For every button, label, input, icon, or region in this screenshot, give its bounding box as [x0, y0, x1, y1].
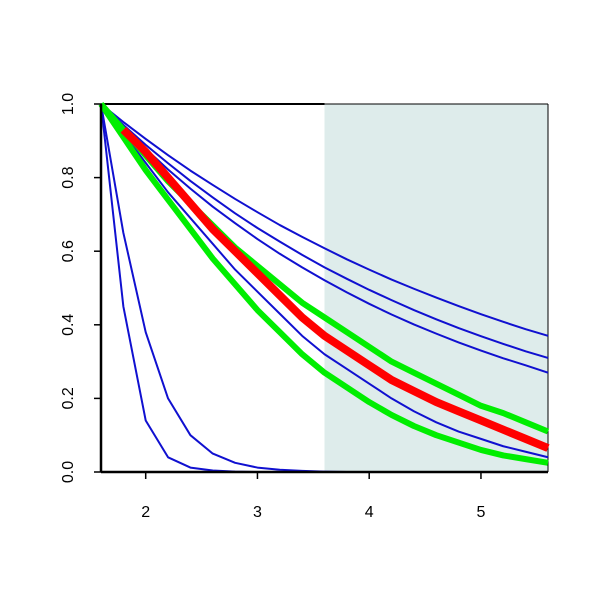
- x-tick-label: 2: [141, 504, 150, 521]
- x-tick-label: 3: [253, 504, 262, 521]
- curve: [100, 103, 549, 337]
- y-tick-label: 0.8: [60, 166, 77, 188]
- x-tick-label: 4: [365, 504, 374, 521]
- curve: [100, 103, 549, 359]
- y-tick-label: 0.4: [60, 314, 77, 336]
- x-tick-label: 5: [476, 504, 485, 521]
- shaded-region: [324, 104, 548, 472]
- y-tick-label: 1.0: [60, 93, 77, 115]
- curve: [100, 103, 549, 374]
- curve: [120, 126, 550, 452]
- y-tick-label: 0.0: [60, 461, 77, 483]
- y-tick-label: 0.2: [60, 387, 77, 409]
- y-tick-label: 0.6: [60, 240, 77, 262]
- curve: [100, 103, 549, 459]
- curve: [98, 102, 549, 466]
